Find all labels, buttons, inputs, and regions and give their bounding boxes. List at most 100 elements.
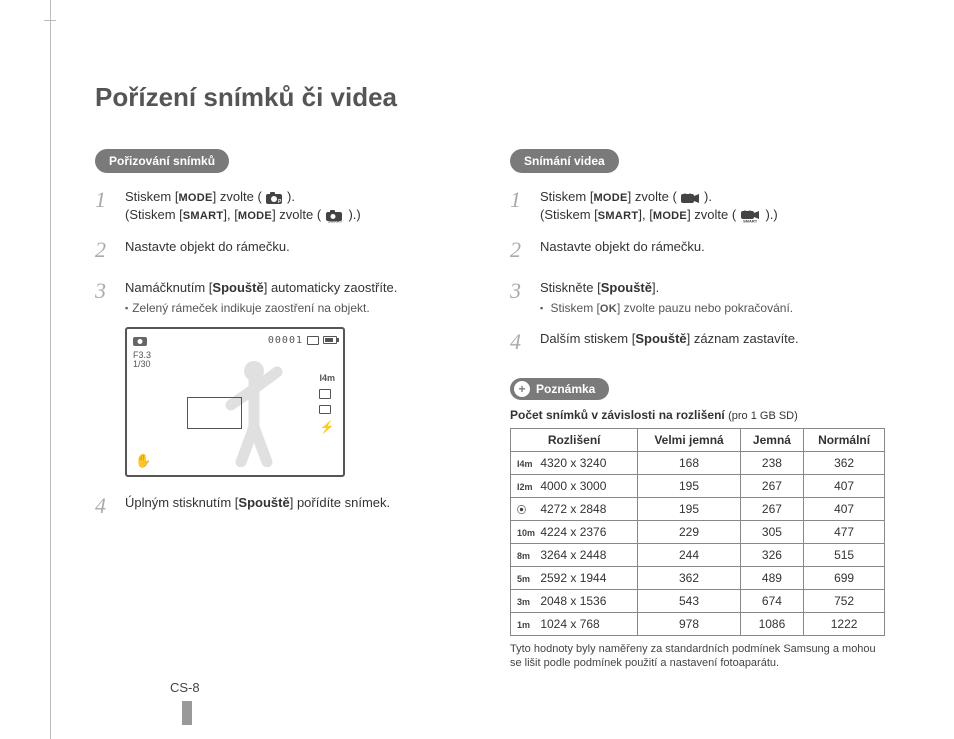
step-4-left: 4 Úplným stisknutím [Spouště] pořídíte s…: [95, 491, 470, 522]
cell-value: 752: [804, 589, 885, 612]
svg-text:SMART: SMART: [328, 219, 343, 224]
cell-value: 326: [740, 543, 803, 566]
cell-value: 515: [804, 543, 885, 566]
smart-button-label: SMART: [183, 210, 224, 222]
step-text: Nastavte objekt do rámečku.: [125, 235, 470, 266]
table-row: 10m 4224 x 2376229305477: [511, 520, 885, 543]
left-column: Pořizování snímků 1 Stiskem [MODE] zvolt…: [95, 149, 470, 671]
resolution-icon: I4m: [319, 373, 335, 383]
video-icon: [680, 191, 700, 205]
cell-resolution: I4m 4320 x 3240: [511, 451, 638, 474]
flash-icon: ⚡: [319, 420, 335, 434]
cell-value: 195: [638, 497, 740, 520]
cell-resolution: I2m 4000 x 3000: [511, 474, 638, 497]
shutter-label: Spouště: [238, 495, 289, 510]
step-number: 1: [510, 185, 528, 225]
table-header-row: Rozlišení Velmi jemná Jemná Normální: [511, 428, 885, 451]
table-row: 3m 2048 x 1536543674752: [511, 589, 885, 612]
cell-value: 543: [638, 589, 740, 612]
step-text: Nastavte objekt do rámečku.: [540, 235, 885, 266]
cell-resolution: 5m 2592 x 1944: [511, 566, 638, 589]
mode-button-label: MODE: [178, 192, 212, 204]
cell-value: 238: [740, 451, 803, 474]
step-1-right: 1 Stiskem [MODE] zvolte ( ). (Stiskem [S…: [510, 185, 885, 225]
step-number: 4: [95, 491, 113, 522]
shutter-label: Spouště: [635, 331, 686, 346]
two-columns: Pořizování snímků 1 Stiskem [MODE] zvolt…: [95, 149, 885, 671]
page-number-bar: [182, 701, 192, 725]
th-resolution: Rozlišení: [511, 428, 638, 451]
quality-icon: [319, 389, 331, 399]
viewfinder-mode-icon: [133, 335, 147, 350]
page-number: CS-8: [170, 680, 200, 695]
cell-resolution: 1m 1024 x 768: [511, 612, 638, 635]
cell-value: 407: [804, 474, 885, 497]
step-4-right: 4 Dalším stiskem [Spouště] záznam zastav…: [510, 327, 885, 358]
smart-button-label: SMART: [598, 210, 639, 222]
right-column: Snímání videa 1 Stiskem [MODE] zvolte ( …: [510, 149, 885, 671]
ok-button-label: OK: [600, 303, 617, 315]
cell-value: 168: [638, 451, 740, 474]
step-3-right: 3 Stiskněte [Spouště]. Stiskem [OK] zvol…: [510, 276, 885, 318]
table-row: I4m 4320 x 3240168238362: [511, 451, 885, 474]
cell-value: 195: [638, 474, 740, 497]
step-text: Stiskem [MODE] zvolte ( P ). (Stiskem [S…: [125, 185, 470, 225]
note-title: Počet snímků v závislosti na rozlišení (…: [510, 408, 885, 422]
table-row: ⦿ 4272 x 2848195267407: [511, 497, 885, 520]
battery-icon: [323, 336, 337, 344]
cell-value: 477: [804, 520, 885, 543]
th-normal: Normální: [804, 428, 885, 451]
resolution-table: Rozlišení Velmi jemná Jemná Normální I4m…: [510, 428, 885, 636]
step-text: Úplným stisknutím [Spouště] pořídíte sní…: [125, 491, 470, 522]
table-footnote: Tyto hodnoty byly naměřeny za standardní…: [510, 642, 885, 671]
video-smart-icon: SMART: [740, 209, 762, 223]
step-number: 2: [510, 235, 528, 266]
cell-value: 978: [638, 612, 740, 635]
document-page: Pořízení snímků či videa Pořizování sním…: [95, 82, 885, 671]
step-number: 4: [510, 327, 528, 358]
hand-icon: ✋: [135, 453, 151, 469]
cell-resolution: 10m 4224 x 2376: [511, 520, 638, 543]
step-number: 3: [95, 276, 113, 317]
note-pill: + Poznámka: [510, 378, 609, 400]
th-superfine: Velmi jemná: [638, 428, 740, 451]
cell-value: 674: [740, 589, 803, 612]
step-text: Namáčknutím [Spouště] automaticky zaostř…: [125, 276, 470, 317]
step-text: Stiskem [MODE] zvolte ( ). (Stiskem [SMA…: [540, 185, 885, 225]
cell-value: 229: [638, 520, 740, 543]
table-row: 5m 2592 x 1944362489699: [511, 566, 885, 589]
focus-bracket: [187, 397, 242, 429]
metering-icon: [319, 405, 331, 414]
camera-icon: P: [265, 191, 283, 205]
step-number: 2: [95, 235, 113, 266]
step-number: 1: [95, 185, 113, 225]
cell-value: 699: [804, 566, 885, 589]
cell-value: 362: [638, 566, 740, 589]
cell-value: 1222: [804, 612, 885, 635]
step-1-left: 1 Stiskem [MODE] zvolte ( P ). (Stiskem …: [95, 185, 470, 225]
step-text: Dalším stiskem [Spouště] záznam zastavít…: [540, 327, 885, 358]
cell-value: 362: [804, 451, 885, 474]
section-pill-video: Snímání videa: [510, 149, 619, 173]
cell-resolution: ⦿ 4272 x 2848: [511, 497, 638, 520]
th-fine: Jemná: [740, 428, 803, 451]
page-margin-tick: [44, 20, 56, 21]
table-row: I2m 4000 x 3000195267407: [511, 474, 885, 497]
section-pill-photos: Pořizování snímků: [95, 149, 229, 173]
step-3-left: 3 Namáčknutím [Spouště] automaticky zaos…: [95, 276, 470, 317]
cell-value: 267: [740, 497, 803, 520]
cell-value: 305: [740, 520, 803, 543]
cell-value: 407: [804, 497, 885, 520]
viewfinder-top-right: 00001: [268, 335, 337, 346]
cell-value: 267: [740, 474, 803, 497]
cell-value: 489: [740, 566, 803, 589]
mode-button-label: MODE: [238, 210, 272, 222]
table-row: 8m 3264 x 2448244326515: [511, 543, 885, 566]
step-sub: Stiskem [OK] zvolte pauzu nebo pokračová…: [540, 300, 885, 317]
mode-button-label: MODE: [653, 210, 687, 222]
card-icon: [307, 336, 319, 345]
step-sub: Zelený rámeček indikuje zaostření na obj…: [125, 300, 470, 317]
plus-icon: +: [514, 381, 530, 397]
step-2-left: 2 Nastavte objekt do rámečku.: [95, 235, 470, 266]
page-margin-line: [50, 0, 51, 739]
